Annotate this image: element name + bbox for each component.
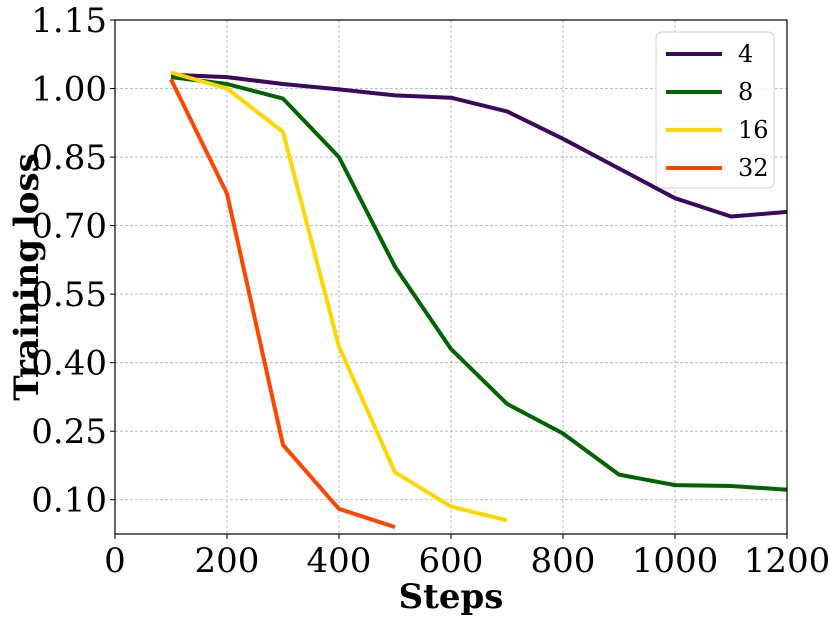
y-tick-label: 0.55 xyxy=(31,275,107,315)
y-tick-label: 0.85 xyxy=(31,138,107,178)
legend-box xyxy=(655,31,775,189)
legend: 4 8 16 32 xyxy=(655,31,775,189)
series-lines xyxy=(169,70,788,530)
legend-label-8: 8 xyxy=(738,78,753,106)
x-tick-label: 600 xyxy=(419,541,484,581)
series-line-32 xyxy=(169,78,396,530)
axis-ticks xyxy=(110,19,788,539)
y-tick-label: 0.25 xyxy=(31,412,107,452)
x-tick-label: 1000 xyxy=(632,541,719,581)
x-tick-label: 1200 xyxy=(744,541,830,581)
y-tick-label: 1.00 xyxy=(31,70,107,110)
legend-label-16: 16 xyxy=(738,116,769,144)
legend-label-4: 4 xyxy=(738,40,753,68)
x-tick-label: 200 xyxy=(195,541,260,581)
x-tick-label: 800 xyxy=(531,541,596,581)
series-line-8 xyxy=(170,75,788,492)
legend-label-32: 32 xyxy=(738,154,769,182)
x-tick-label: 0 xyxy=(104,541,126,581)
tick-labels: 0 200 400 600 800 1000 1200 0.10 0.25 0.40 0.55 0.7… xyxy=(31,1,830,581)
y-axis-title: Training loss xyxy=(7,153,47,401)
x-axis-title: Steps xyxy=(399,577,504,617)
y-tick-label: 0.40 xyxy=(31,344,107,384)
y-tick-label: 1.15 xyxy=(31,1,107,41)
series-line-16 xyxy=(170,70,508,523)
x-tick-label: 400 xyxy=(307,541,372,581)
series-line-4 xyxy=(170,72,788,219)
y-tick-label: 0.70 xyxy=(31,207,107,247)
y-tick-label: 0.10 xyxy=(31,481,107,521)
